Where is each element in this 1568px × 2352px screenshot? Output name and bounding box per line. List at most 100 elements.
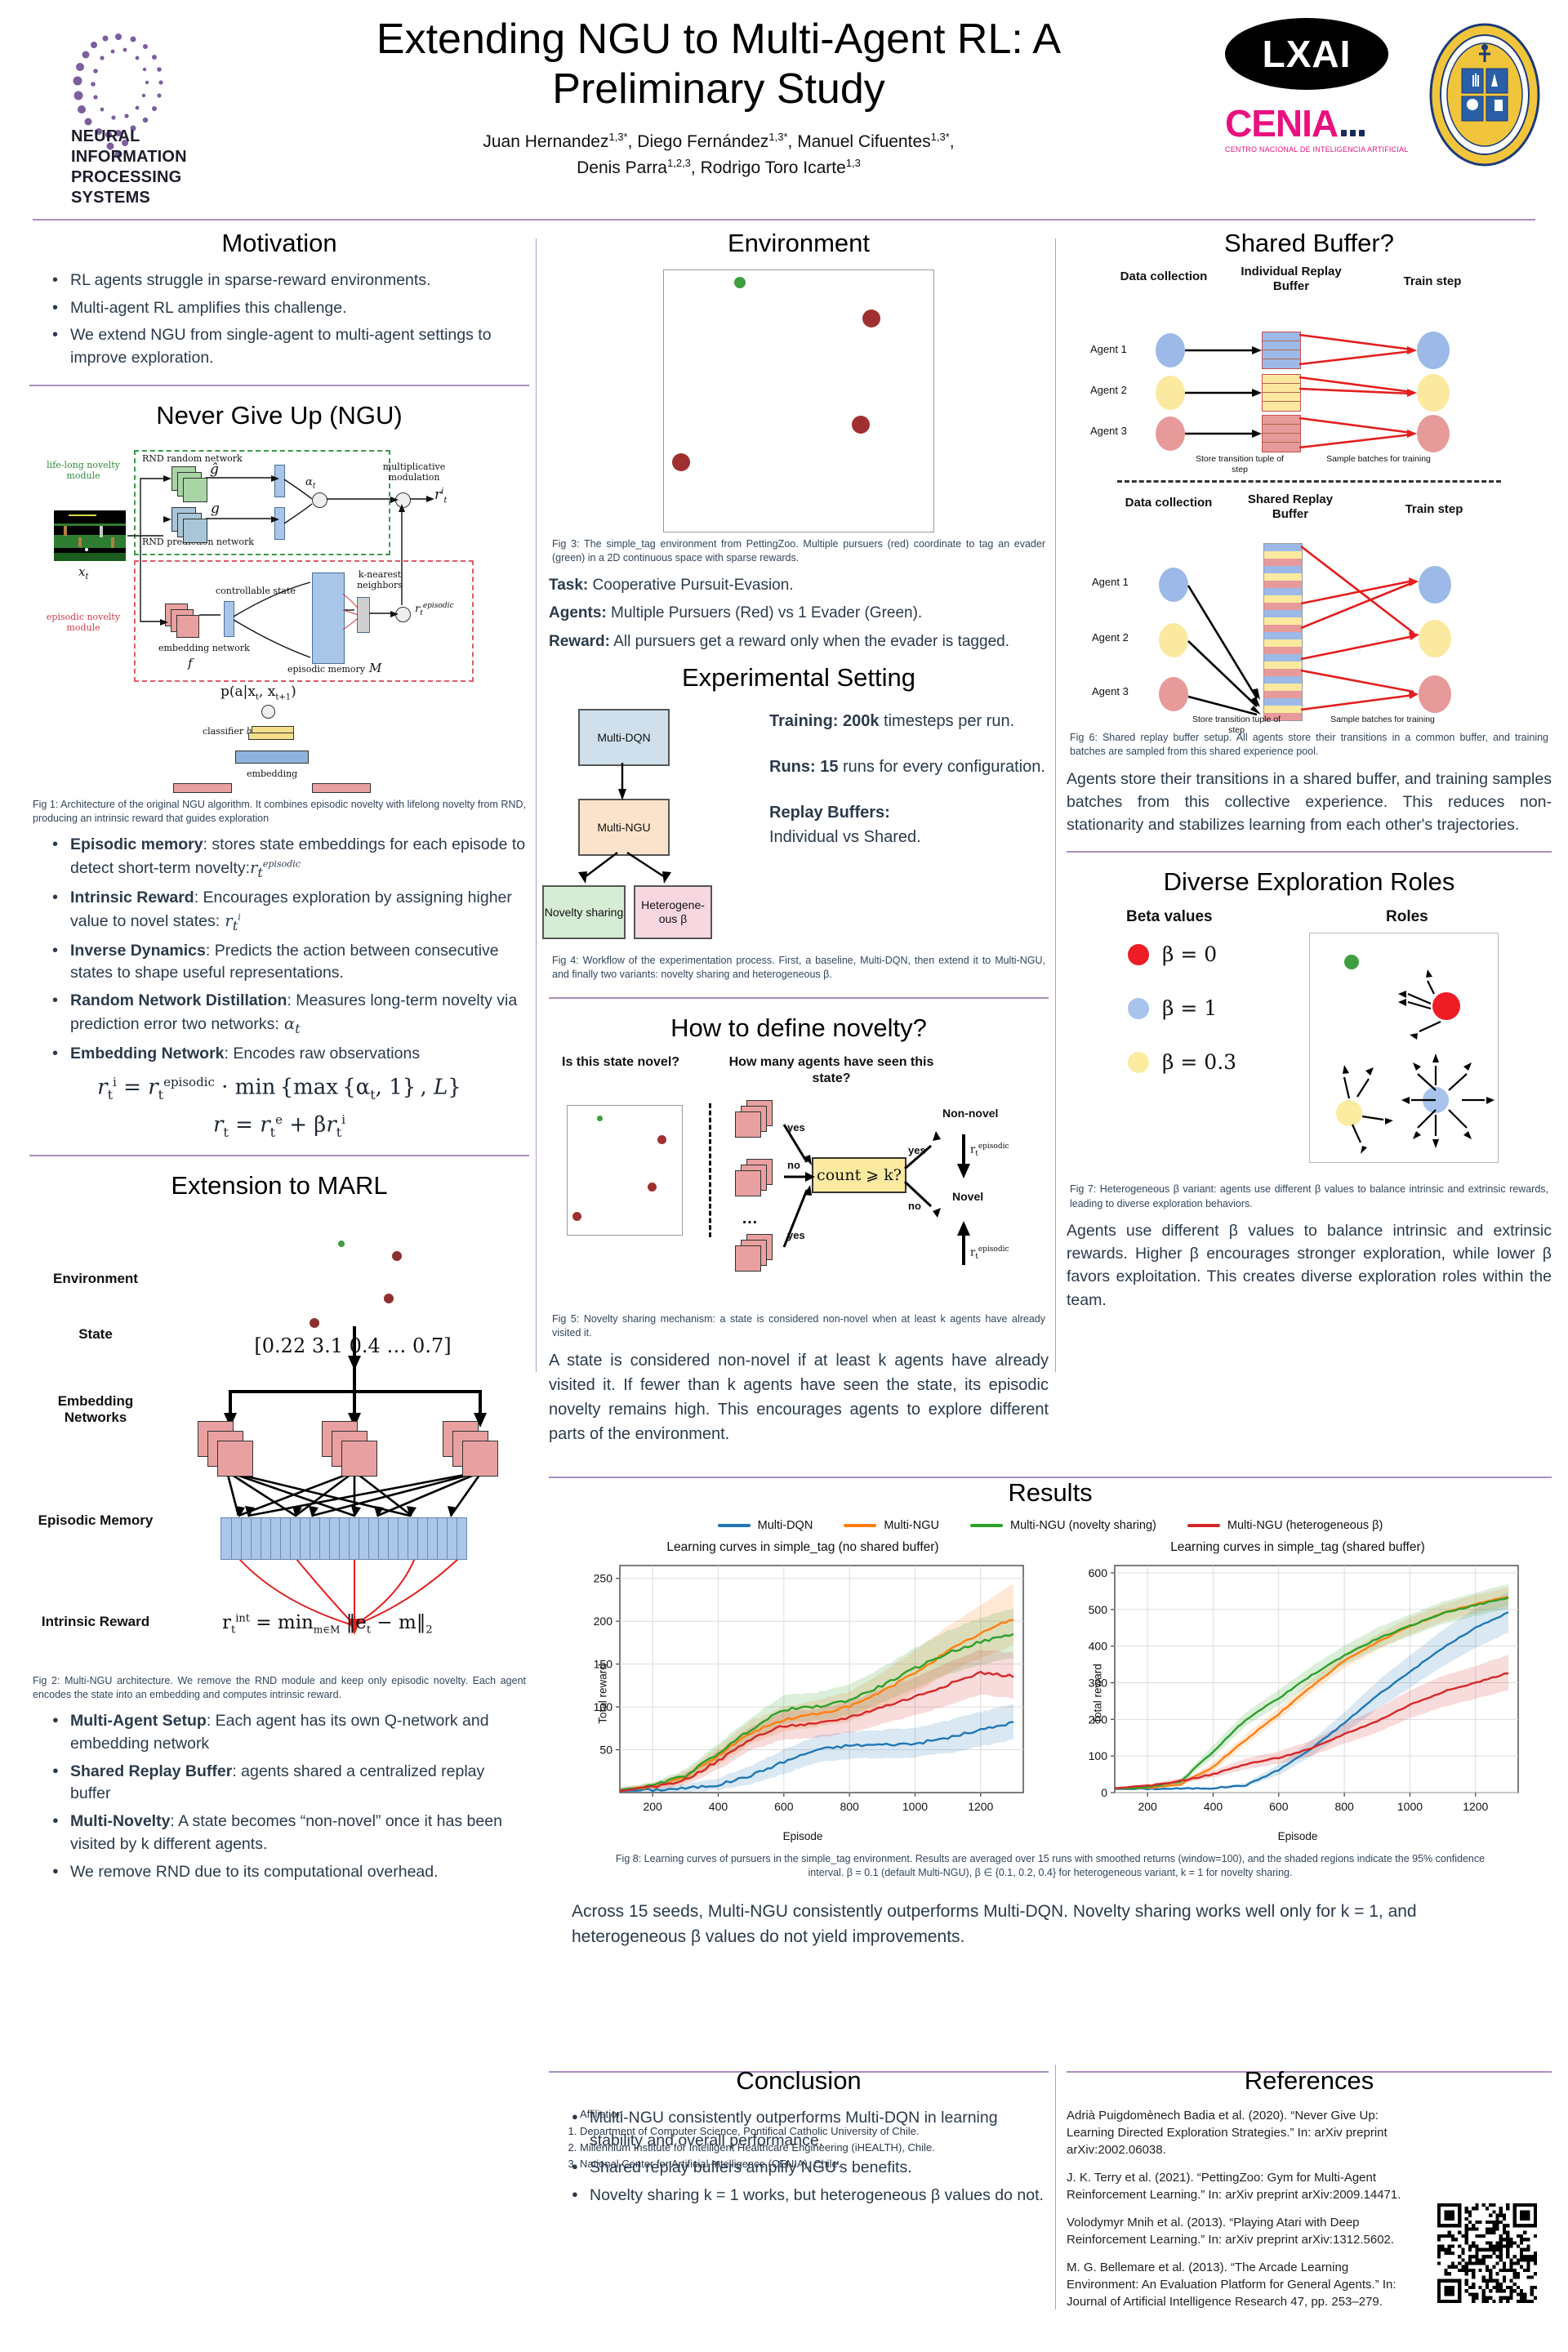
agent-stack: [735, 1099, 784, 1139]
svg-text:100: 100: [594, 1700, 613, 1713]
row-label-state: State: [78, 1325, 113, 1342]
list-item: Multi-agent RL amplifies this challenge.: [51, 296, 529, 320]
beta-swatch-2: [1128, 1052, 1149, 1074]
environment-heading: Environment: [727, 229, 871, 257]
fig3-simple-tag-environment: [663, 270, 934, 532]
x-t-label: xt: [78, 564, 89, 581]
lifelong-module-box: [134, 449, 390, 555]
train-step-header: Train step: [1405, 502, 1463, 516]
legend-item-multi-ngu: Multi-NGU: [844, 1519, 939, 1532]
neurips-dots-icon: [73, 33, 163, 158]
roles-header: Roles: [1386, 908, 1428, 926]
svg-text:1200: 1200: [1463, 1800, 1488, 1813]
agent-node-collect: [1159, 568, 1188, 602]
legend-item-heterogeneous-beta: Multi-NGU (heterogeneous β): [1187, 1519, 1383, 1532]
yes-label: yes: [787, 1228, 805, 1241]
agent-node-collect: [1159, 623, 1188, 657]
beta-value-0: β = 0: [1162, 942, 1218, 967]
pursuer-dot: [648, 1182, 657, 1192]
ngu-formula-2: rt = rte + βrti: [212, 1112, 345, 1140]
svg-text:1000: 1000: [902, 1800, 928, 1813]
evader-dot: [734, 277, 746, 288]
environment-reward: Reward: All pursuers get a reward only w…: [549, 632, 1009, 650]
embedding-sublabel: embedding: [247, 768, 298, 779]
list-item: Random Network Distillation: Measures lo…: [51, 989, 529, 1038]
uc-chile-seal-icon: [1429, 23, 1540, 167]
embedding-card: [217, 1440, 253, 1477]
evader-dot: [338, 1240, 345, 1247]
fig7-heterogeneous-beta: Beta values Roles β = 0 β = 1 β = 0.3: [1080, 908, 1538, 1178]
fig4-caption: Fig 4: Workflow of the experimentation p…: [552, 955, 1045, 981]
legend-swatch: [844, 1524, 877, 1527]
ellipsis-label: …: [742, 1209, 760, 1227]
svg-text:400: 400: [1204, 1800, 1223, 1813]
list-item: We extend NGU from single-agent to multi…: [51, 323, 529, 369]
role-agent-yellow: [1336, 1100, 1362, 1127]
alpha-node: [312, 492, 327, 508]
knn-label: k-nearest neighbors: [357, 568, 403, 590]
list-item: Novelty sharing k = 1 works, but heterog…: [570, 2185, 1049, 2207]
novelty-heading: How to define novelty?: [670, 1013, 927, 1042]
results-legend: Multi-DQN Multi-NGU Multi-NGU (novelty s…: [549, 1519, 1552, 1532]
agent-node-collect: [1159, 677, 1188, 711]
list-item: Multi-NGU consistently outperforms Multi…: [570, 2107, 1049, 2152]
svg-text:250: 250: [594, 1572, 613, 1585]
section-divider: [29, 1154, 529, 1156]
svg-text:800: 800: [1334, 1800, 1354, 1813]
evader-dot: [1344, 955, 1359, 970]
fig3-caption: Fig 3: The simple_tag environment from P…: [552, 538, 1045, 564]
episodic-reward-label: rtepisodic: [415, 601, 454, 617]
episodic-memory-band: [220, 1517, 467, 1560]
marl-intrinsic-formula: rtint = minm∈M ‖et − m‖2: [222, 1611, 433, 1637]
list-item: Adrià Puigdomènech Badia et al. (2020). …: [1067, 2109, 1388, 2157]
atari-frame-svg: [54, 510, 126, 561]
agent-node-collect: [1156, 416, 1185, 451]
header-divider: [33, 219, 1535, 220]
author-list: Juan Hernandez1,3*, Diego Fernández1,3*,…: [270, 129, 1168, 180]
section-divider: [1067, 851, 1552, 853]
fig4-connectors: [578, 763, 671, 884]
references-divider: [1067, 2071, 1552, 2073]
row-label-intrinsic-reward: Intrinsic Reward: [41, 1613, 150, 1629]
g-hat-label: ĝ: [210, 461, 219, 478]
fig6-bottom-connectors: [1187, 545, 1419, 716]
fig6-shared-buffer-diagram: Data collection Shared Replay Buffer Tra…: [1080, 492, 1538, 735]
vertical-dashed-divider: [709, 1102, 711, 1237]
beta-value-2: β = 0.3: [1162, 1050, 1237, 1075]
legend-swatch: [717, 1524, 751, 1527]
chart-title: Learning curves in simple_tag (no shared…: [666, 1540, 939, 1554]
embedding-card: [462, 1440, 498, 1477]
controllable-state-label: controllable state: [216, 585, 296, 596]
agent-node-train: [1417, 374, 1450, 412]
episodic-memory-bar: [312, 572, 345, 664]
embedding-concat-bar: [235, 750, 309, 764]
row-label-embedding-networks: Embedding Networks: [57, 1392, 134, 1426]
embedding-left-card: [173, 782, 232, 793]
embedding-right-card: [312, 782, 371, 793]
shared-buffer-paragraph: Agents store their transitions in a shar…: [1067, 769, 1552, 835]
classifier-label: classifier h: [203, 725, 252, 737]
pursuer-dot: [862, 310, 880, 327]
references-section: References Adrià Puigdomènech Badia et a…: [1067, 2066, 1552, 2321]
agent-node-collect: [1156, 333, 1185, 368]
authors-line-1: Juan Hernandez1,3*, Diego Fernández1,3*,…: [483, 131, 955, 151]
fig5-connectors: [782, 1123, 970, 1265]
cenia-subtitle: CENTRO NACIONAL DE INTELIGENCIA ARTIFICI…: [1225, 145, 1409, 154]
chart-x-axis-label: Episode: [782, 1830, 823, 1842]
qr-code-icon[interactable]: [1437, 2203, 1537, 2303]
list-item: Volodymyr Mnih et al. (2013). “Playing A…: [1067, 2216, 1395, 2247]
beta-values-header: Beta values: [1126, 908, 1213, 926]
workflow-node-multi-dqn: Multi-DQN: [578, 709, 670, 766]
shared-buffer-header: Shared Replay Buffer: [1247, 492, 1334, 521]
chart-title: Learning curves in simple_tag (shared bu…: [1170, 1540, 1425, 1554]
agent-label: Agent 3: [1090, 425, 1127, 437]
individual-replay-buffer: [1262, 415, 1301, 452]
workflow-node-multi-ngu: Multi-NGU: [578, 799, 670, 856]
fig2-caption: Fig 2: Multi-NGU architecture. We remove…: [33, 1674, 526, 1701]
conclusion-bullets: Multi-NGU consistently outperforms Multi…: [549, 2107, 1049, 2212]
evader-dot: [597, 1115, 603, 1121]
svg-text:300: 300: [1089, 1676, 1108, 1689]
g-label: g: [211, 500, 220, 517]
results-section: Results Multi-DQN Multi-NGU Multi-NGU (n…: [549, 1478, 1552, 1955]
